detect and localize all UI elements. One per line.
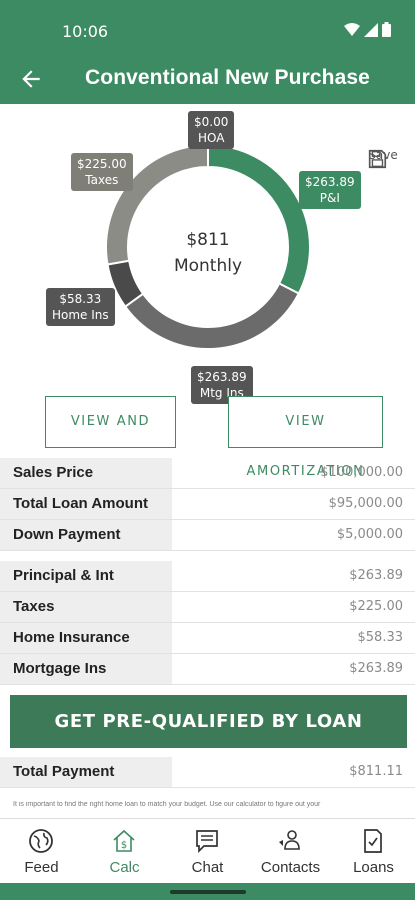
nav-feed[interactable]: Feed	[0, 819, 83, 884]
hoa-tag-value: $0.00	[194, 115, 229, 129]
row-value: $263.89	[349, 568, 403, 583]
globe-icon	[29, 829, 53, 853]
save-icon	[368, 149, 387, 169]
back-arrow-icon[interactable]	[18, 66, 44, 92]
payment-chart: $811 Monthly $0.00 HOA $225.00 Taxes $26…	[0, 104, 415, 479]
table-row: Home Insurance $58.33	[0, 623, 415, 654]
row-label: Total Loan Amount	[0, 489, 172, 519]
pi-tag: $263.89 P&I	[299, 171, 361, 209]
donut-chart	[105, 143, 311, 350]
home-dollar-icon: $	[113, 829, 135, 852]
row-label: Taxes	[0, 592, 172, 622]
table-row: Taxes $225.00	[0, 592, 415, 623]
row-value: $263.89	[349, 661, 403, 676]
pi-tag-name: P&I	[319, 191, 340, 205]
pi-tag-value: $263.89	[305, 175, 355, 189]
chart-center-amount: $811	[186, 230, 230, 250]
home-ins-tag-name: Home Ins	[52, 308, 109, 322]
view-amortization-button[interactable]: VIEW AMORTIZATION	[228, 396, 383, 479]
mtg-ins-tag-value: $263.89	[197, 370, 247, 384]
app-bar: Conventional New Purchase	[0, 56, 415, 104]
row-label: Principal & Int	[0, 561, 172, 591]
nav-feed-label: Feed	[24, 859, 59, 876]
taxes-tag-name: Taxes	[85, 173, 119, 187]
view-and-share-button[interactable]: VIEW AND SHARE	[45, 396, 176, 479]
bottom-nav: Feed $ Calc Chat Contacts Loans	[0, 818, 415, 883]
table-row: Sales Price $100,000.00	[0, 458, 415, 489]
table-row: Mortgage Ins $263.89	[0, 654, 415, 685]
home-indicator[interactable]	[170, 890, 246, 894]
table-row: Total Loan Amount $95,000.00	[0, 489, 415, 520]
row-value: $225.00	[349, 599, 403, 614]
nav-loans-label: Loans	[353, 859, 394, 876]
chat-icon	[196, 830, 218, 854]
hoa-tag: $0.00 HOA	[188, 111, 235, 149]
row-label: Sales Price	[0, 458, 172, 488]
row-value: $58.33	[357, 630, 404, 645]
home-ins-tag: $58.33 Home Ins	[46, 288, 115, 326]
table-row: Down Payment $5,000.00	[0, 520, 415, 551]
chart-center-label: Monthly	[173, 256, 243, 276]
total-label: Total Payment	[0, 757, 172, 787]
payment-table: Principal & Int $263.89 Taxes $225.00 Ho…	[0, 561, 415, 685]
total-table: Total Payment $811.11	[0, 757, 415, 788]
total-value: $811.11	[349, 764, 403, 779]
svg-text:$: $	[121, 840, 127, 851]
row-label: Home Insurance	[0, 623, 172, 653]
row-value: $100,000.00	[320, 465, 403, 480]
row-value: $95,000.00	[328, 496, 403, 511]
row-value: $5,000.00	[336, 527, 403, 542]
slice-mtg-ins	[123, 282, 301, 350]
row-label: Mortgage Ins	[0, 654, 172, 684]
nav-chat-label: Chat	[191, 859, 224, 876]
hoa-tag-name: HOA	[197, 131, 225, 145]
signal-icon	[364, 22, 378, 37]
save-button[interactable]: Save	[366, 148, 400, 169]
taxes-tag-value: $225.00	[77, 157, 127, 171]
nav-loans[interactable]: Loans	[332, 819, 415, 884]
get-pre-qualified-button[interactable]: GET PRE-QUALIFIED BY LOAN	[10, 695, 407, 748]
loans-icon	[364, 829, 382, 853]
nav-chat[interactable]: Chat	[166, 819, 249, 884]
total-row: Total Payment $811.11	[0, 757, 415, 788]
battery-icon	[382, 22, 391, 37]
nav-contacts-label: Contacts	[260, 859, 321, 876]
status-bar: 10:06	[0, 0, 415, 56]
status-icons	[344, 22, 391, 37]
table-row: Principal & Int $263.89	[0, 561, 415, 592]
page-title: Conventional New Purchase	[85, 66, 370, 89]
row-label: Down Payment	[0, 520, 172, 550]
nav-contacts[interactable]: Contacts	[249, 819, 332, 884]
system-nav-bar	[0, 883, 415, 900]
nav-calc-label: Calc	[109, 859, 140, 876]
taxes-tag: $225.00 Taxes	[71, 153, 133, 191]
nav-calc[interactable]: $ Calc	[83, 819, 166, 884]
home-ins-tag-value: $58.33	[59, 292, 102, 306]
loan-table: Sales Price $100,000.00 Total Loan Amoun…	[0, 458, 415, 551]
contacts-icon	[279, 830, 300, 850]
status-time: 10:06	[62, 22, 109, 41]
wifi-icon	[344, 22, 360, 36]
disclaimer-text: It is important to find the right home l…	[13, 801, 321, 808]
